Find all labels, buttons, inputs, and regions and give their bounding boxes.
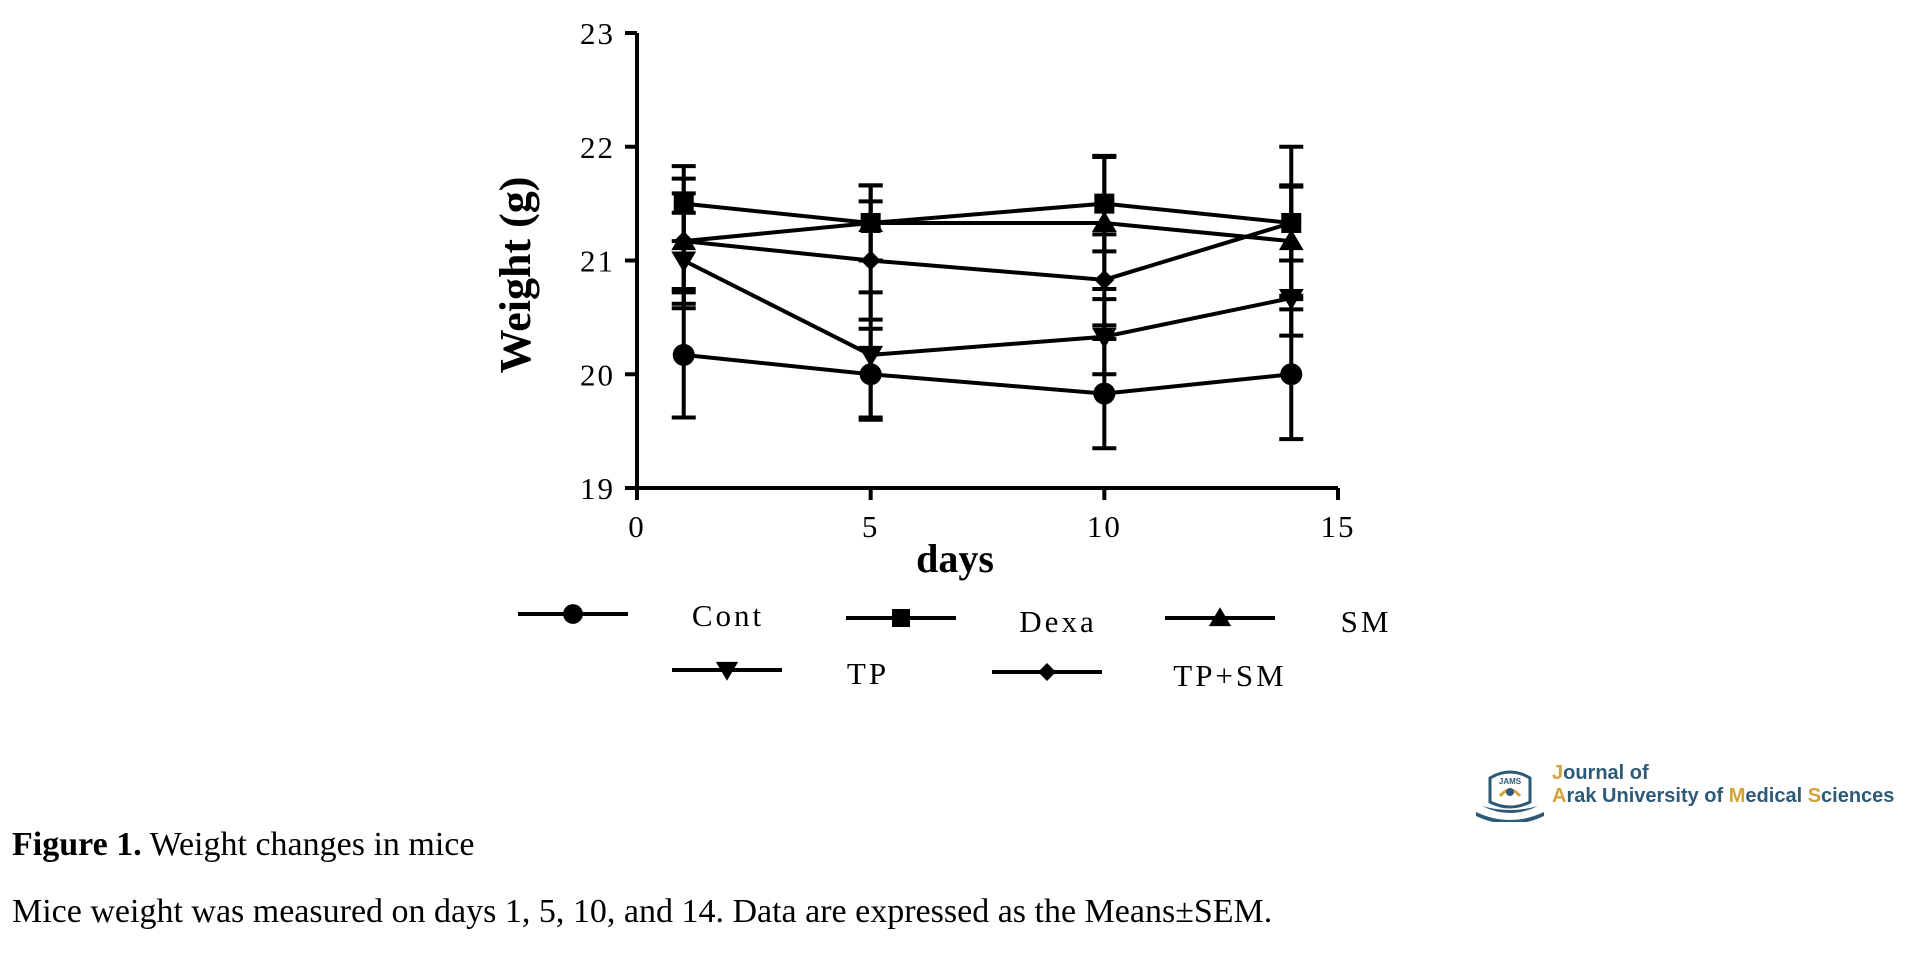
data-point-tp-sm (1094, 269, 1115, 290)
series-line-tp (682, 258, 1292, 357)
journal-emblem-icon: JAMS (1476, 770, 1544, 822)
data-point-sm (1091, 210, 1117, 232)
data-point-tp (858, 345, 884, 367)
figure-label: Figure 1. (12, 826, 142, 863)
y-tick-label: 19 (580, 471, 615, 506)
data-point-tp-sm (1281, 212, 1302, 233)
x-tick-label: 0 (628, 509, 646, 544)
series-tp (671, 210, 1304, 420)
chart-legend: Cont Dexa SM TP TP+SM (518, 598, 1392, 693)
legend-label: TP+SM (1173, 658, 1286, 693)
legend-label: Cont (692, 598, 764, 633)
data-point-tp-sm (860, 250, 881, 271)
journal-name: Journal of Arak University of Medical Sc… (1552, 762, 1895, 807)
series-line-tp-sm (683, 221, 1292, 282)
legend-marker (1038, 663, 1056, 681)
data-point-tp-sm (673, 231, 694, 252)
series-line-dexa (683, 201, 1292, 225)
x-tick-label: 5 (862, 509, 880, 544)
legend-marker (892, 609, 910, 627)
series-line-cont (683, 352, 1292, 396)
legend-item-tp: TP (672, 656, 889, 691)
journal-logo: JAMS Journal of Arak University of Medic… (1474, 762, 1904, 822)
legend-item-dexa: Dexa (846, 604, 1096, 639)
figure-caption-note: Mice weight was measured on days 1, 5, 1… (12, 893, 1273, 930)
data-point-tp (1278, 289, 1304, 311)
series-tp-sm (671, 183, 1304, 328)
chart-axes: 19 20 21 22 23 0 5 10 15 days Weight (g) (491, 16, 1356, 581)
data-point-cont (1280, 363, 1303, 386)
figure-title: Weight changes in mice (141, 826, 475, 863)
legend-item-tp-sm: TP+SM (992, 658, 1286, 693)
data-point-cont (672, 343, 695, 366)
legend-item-cont: Cont (518, 598, 764, 633)
legend-marker (563, 604, 583, 624)
series-sm (671, 154, 1304, 306)
legend-label: Dexa (1019, 604, 1096, 639)
x-tick-label: 10 (1087, 509, 1122, 544)
data-point-cont (1093, 382, 1116, 405)
y-axis-label: Weight (g) (491, 177, 540, 374)
y-tick-label: 23 (580, 16, 615, 51)
figure-caption-title: Figure 1. Weight changes in mice (12, 826, 474, 864)
x-axis-label: days (916, 536, 994, 581)
chart-series (671, 144, 1304, 451)
series-line-sm (683, 220, 1292, 244)
legend-item-sm: SM (1165, 604, 1392, 639)
y-tick-label: 22 (580, 130, 615, 165)
y-tick-label: 21 (580, 244, 615, 279)
x-tick-label: 15 (1321, 509, 1356, 544)
legend-label: SM (1341, 604, 1392, 639)
legend-marker (1208, 607, 1232, 627)
data-point-tp (1091, 327, 1117, 349)
journal-emblem-text: JAMS (1499, 777, 1522, 786)
y-tick-label: 20 (580, 357, 615, 392)
legend-label: TP (847, 656, 889, 691)
legend-marker (715, 661, 739, 681)
